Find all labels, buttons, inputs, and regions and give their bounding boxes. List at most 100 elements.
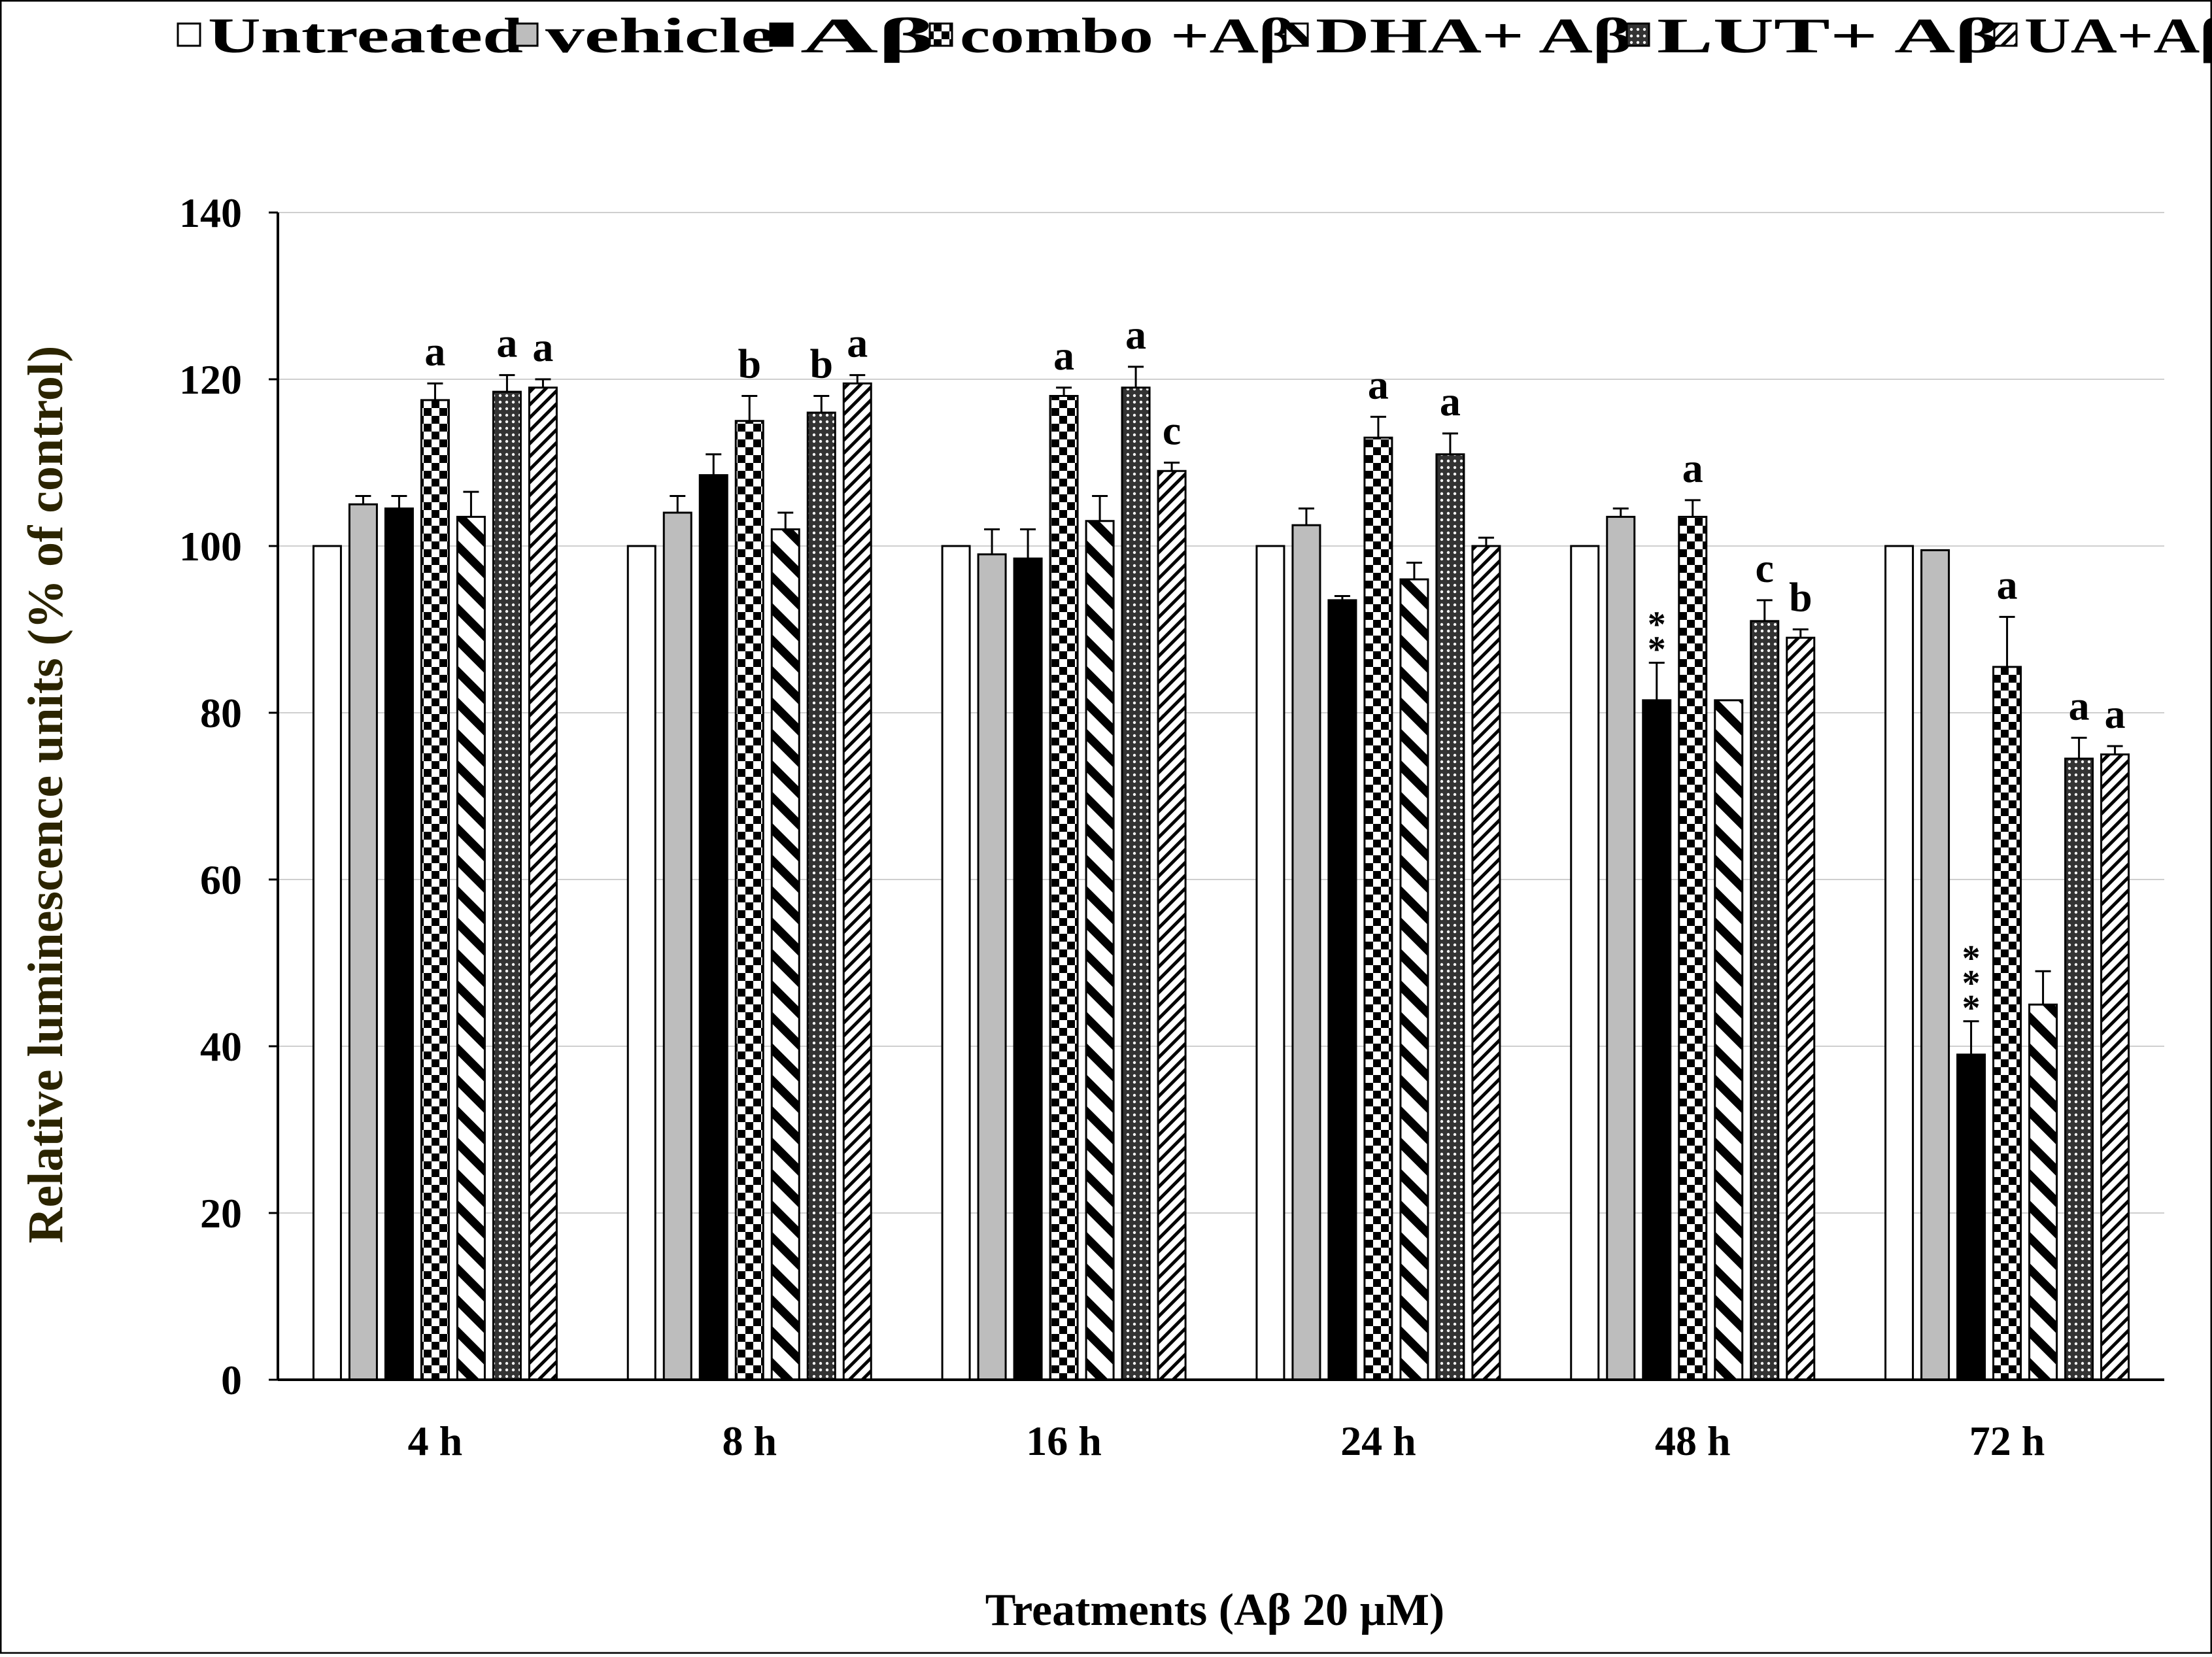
significance-letter: a <box>1440 378 1461 424</box>
legend-swatch <box>928 22 953 47</box>
legend-item-a: Aβ <box>769 9 935 63</box>
bar-a-4-h <box>384 507 414 1381</box>
legend-label: DHA+ Aβ <box>1316 9 1632 63</box>
significance-letter: b <box>738 341 761 387</box>
legend-item-combo-a: combo +Aβ <box>928 9 1295 63</box>
error-bars <box>355 366 2123 1055</box>
bar-ua-a-16-h <box>1157 470 1187 1381</box>
bar-untreated-16-h <box>941 545 971 1381</box>
x-tick-label: 24 h <box>1340 1418 1416 1464</box>
significance-star: * <box>1962 938 1981 979</box>
x-tick-label: 8 h <box>722 1418 777 1464</box>
bar-ua-a-24-h <box>1471 545 1501 1381</box>
bar-lut-a-4-h <box>492 390 522 1381</box>
x-axis-ticks: 4 h 8 h 16 h 24 h 48 h 72 h <box>408 1418 2045 1464</box>
bar-combo-a-8-h <box>734 420 764 1381</box>
bar-vehicle-24-h <box>1291 524 1321 1381</box>
significance-letter: b <box>809 341 833 387</box>
bar-dha-a-48-h <box>1714 699 1744 1381</box>
y-tick-label: 40 <box>200 1023 242 1070</box>
bar-dha-a-16-h <box>1085 520 1115 1381</box>
legend-label: LUT+ Aβ <box>1657 9 1999 63</box>
legend-item-lut-a: LUT+ Aβ <box>1625 9 1999 63</box>
bar-a-8-h <box>698 474 728 1381</box>
legend-label: Untreated <box>208 9 523 63</box>
bar-vehicle-4-h <box>348 503 378 1381</box>
bar-untreated-72-h <box>1884 545 1914 1381</box>
significance-letter: a <box>1053 332 1074 379</box>
gridlines <box>278 212 2164 1214</box>
significance-letter: a <box>2105 691 2126 737</box>
bar-untreated-4-h <box>312 545 342 1381</box>
bar-ua-a-8-h <box>842 382 872 1381</box>
y-tick-label: 20 <box>200 1190 242 1237</box>
x-axis-label: Treatments (Aβ 20 µM) <box>985 1585 1445 1635</box>
bar-untreated-48-h <box>1570 545 1600 1381</box>
x-tick-label: 72 h <box>1969 1418 2045 1464</box>
bar-lut-a-8-h <box>806 411 836 1381</box>
bar-ua-a-48-h <box>1786 636 1816 1381</box>
x-tick-label: 16 h <box>1026 1418 1102 1464</box>
legend-label: Aβ <box>800 9 935 63</box>
bar-combo-a-4-h <box>420 399 450 1381</box>
significance-star: * <box>1648 605 1666 645</box>
legend-label: vehicle <box>545 9 775 63</box>
bar-dha-a-24-h <box>1399 578 1429 1381</box>
x-tick-label: 4 h <box>408 1418 463 1464</box>
significance-letter: a <box>1125 311 1146 358</box>
significance-star: * <box>1962 963 1981 1004</box>
bar-combo-a-48-h <box>1678 515 1708 1381</box>
significance-annotations: a a a b b a a aca a**acb***aa a <box>424 311 2125 1029</box>
bar-dha-a-4-h <box>456 515 486 1381</box>
significance-letter: c <box>1756 545 1774 591</box>
legend-swatch <box>177 22 201 47</box>
y-axis-label: Relative luminescence units (% of contro… <box>18 346 73 1244</box>
bar-vehicle-8-h <box>662 511 692 1381</box>
bar-combo-a-16-h <box>1049 395 1079 1381</box>
y-tick-label: 100 <box>179 523 242 570</box>
legend-swatch <box>514 22 539 47</box>
significance-letter: c <box>1163 407 1181 454</box>
significance-letter: a <box>2069 682 2090 728</box>
significance-star: * <box>1648 630 1666 670</box>
bar-dha-a-8-h <box>770 528 800 1381</box>
bar-untreated-24-h <box>1255 545 1285 1381</box>
bar-ua-a-4-h <box>528 386 558 1381</box>
legend: Untreated vehicle Aβ combo +Aβ DHA+ Aβ LUT+ A… <box>177 9 2212 63</box>
y-tick-label: 80 <box>200 690 242 736</box>
significance-letter: a <box>532 324 553 370</box>
legend-item-ua-a: UA+Aβ <box>1993 9 2212 63</box>
significance-letter: a <box>847 320 868 366</box>
legend-swatch <box>1284 22 1309 47</box>
bar-lut-a-72-h <box>2064 757 2094 1381</box>
significance-star: * <box>1962 988 1981 1029</box>
legend-label: UA+Aβ <box>2024 9 2212 63</box>
bars <box>312 382 2130 1381</box>
legend-label: combo +Aβ <box>960 9 1295 63</box>
bar-vehicle-72-h <box>1920 549 1950 1381</box>
bar-lut-a-24-h <box>1435 453 1465 1381</box>
bar-combo-a-24-h <box>1363 436 1393 1381</box>
legend-item-vehicle: vehicle <box>514 9 775 63</box>
significance-letter: b <box>1789 574 1812 621</box>
legend-item-untreated: Untreated <box>177 9 523 63</box>
y-axis-ticks: 0 20 40 60 80 100 120 140 <box>179 190 278 1403</box>
y-tick-label: 0 <box>221 1357 242 1403</box>
significance-letter: a <box>1682 445 1703 491</box>
bar-ua-a-72-h <box>2100 753 2130 1381</box>
bar-lut-a-16-h <box>1121 386 1151 1381</box>
legend-item-dha-a: DHA+ Aβ <box>1284 9 1632 63</box>
bar-vehicle-48-h <box>1606 515 1636 1381</box>
bar-a-72-h <box>1956 1053 1986 1381</box>
significance-letter: a <box>1997 561 2018 607</box>
bar-a-48-h <box>1642 699 1672 1381</box>
x-tick-label: 48 h <box>1655 1418 1731 1464</box>
significance-letter: a <box>1368 361 1389 407</box>
significance-letter: a <box>424 328 445 374</box>
legend-swatch <box>1625 22 1650 47</box>
bar-a-16-h <box>1013 557 1043 1381</box>
y-tick-label: 60 <box>200 857 242 903</box>
y-tick-label: 120 <box>179 356 242 403</box>
